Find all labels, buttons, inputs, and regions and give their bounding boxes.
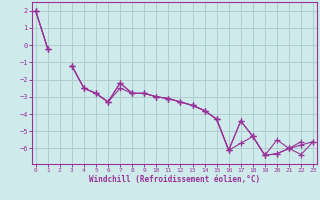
X-axis label: Windchill (Refroidissement éolien,°C): Windchill (Refroidissement éolien,°C) <box>89 175 260 184</box>
